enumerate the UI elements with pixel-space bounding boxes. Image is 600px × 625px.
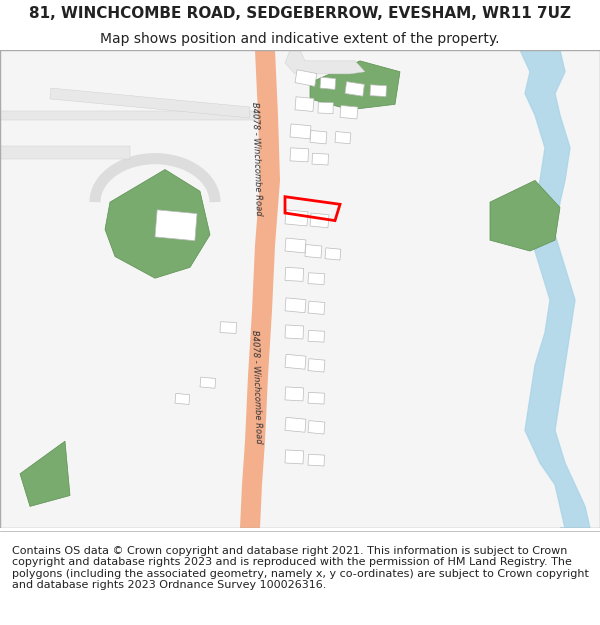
Bar [290, 124, 311, 139]
Bar [308, 421, 325, 434]
Bar [295, 70, 317, 86]
Bar [325, 248, 341, 260]
Polygon shape [240, 50, 280, 528]
Polygon shape [520, 50, 590, 528]
Polygon shape [20, 441, 70, 506]
Polygon shape [310, 61, 400, 110]
Text: B4078 - Winchcombe Road: B4078 - Winchcombe Road [250, 102, 262, 216]
Bar [305, 244, 322, 258]
Bar [220, 322, 236, 334]
Bar [285, 418, 306, 432]
Text: B4078 - Winchcombe Road: B4078 - Winchcombe Road [250, 330, 262, 444]
Bar [335, 131, 351, 144]
Bar [200, 377, 216, 388]
Bar [308, 392, 325, 404]
Polygon shape [490, 181, 560, 251]
Bar [285, 450, 304, 464]
Bar [285, 354, 306, 369]
Bar [308, 359, 325, 372]
Bar [345, 82, 364, 96]
Text: Contains OS data © Crown copyright and database right 2021. This information is : Contains OS data © Crown copyright and d… [12, 546, 589, 591]
Bar [0, 146, 130, 159]
Bar [370, 85, 386, 96]
Bar [285, 210, 308, 226]
Bar [290, 148, 308, 162]
Bar [285, 325, 304, 339]
Bar [310, 213, 329, 228]
Bar [308, 301, 325, 314]
Bar [312, 153, 329, 165]
Bar [340, 106, 358, 119]
Text: Map shows position and indicative extent of the property.: Map shows position and indicative extent… [100, 32, 500, 46]
Bar [310, 131, 327, 144]
Bar [155, 210, 197, 241]
Bar [285, 268, 304, 281]
Bar [308, 272, 325, 284]
Bar [285, 298, 306, 312]
FancyArrow shape [0, 111, 260, 119]
Bar [285, 238, 306, 253]
Bar [320, 78, 336, 89]
Polygon shape [105, 169, 210, 278]
Bar [295, 97, 314, 111]
Bar [285, 387, 304, 401]
Bar [308, 454, 325, 466]
Bar [318, 102, 334, 114]
Bar [308, 331, 325, 342]
Text: 81, WINCHCOMBE ROAD, SEDGEBERROW, EVESHAM, WR11 7UZ: 81, WINCHCOMBE ROAD, SEDGEBERROW, EVESHA… [29, 6, 571, 21]
Bar [175, 393, 190, 404]
Bar [50, 88, 250, 118]
Polygon shape [285, 50, 365, 74]
